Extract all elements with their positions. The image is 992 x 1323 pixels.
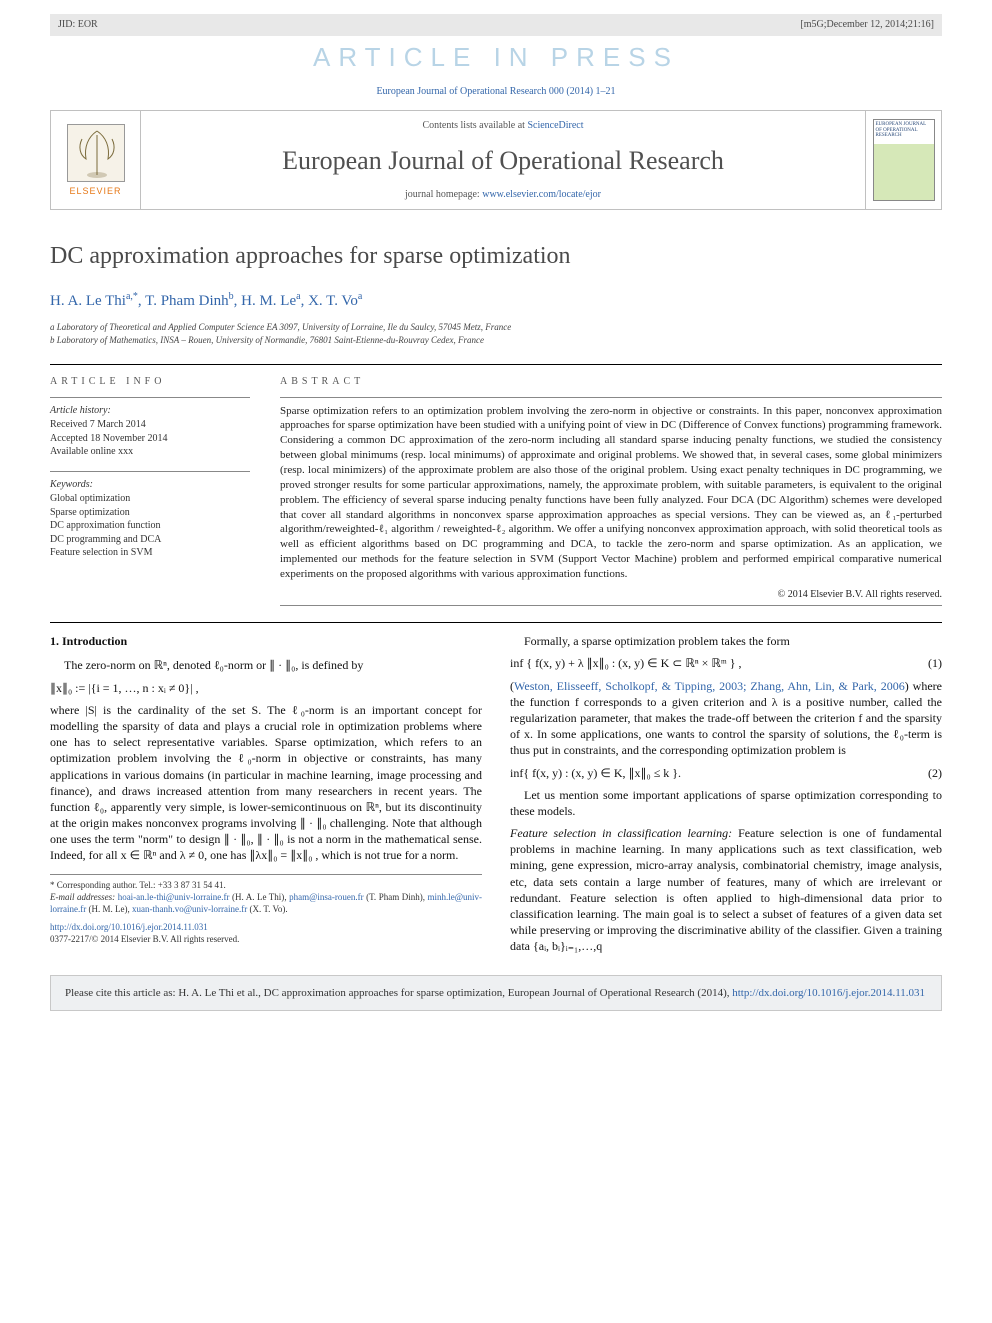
article-in-press-watermark: ARTICLE IN PRESS (50, 40, 942, 75)
info-divider (50, 397, 250, 398)
journal-title: European Journal of Operational Research (151, 143, 855, 178)
email-addresses: E-mail addresses: hoai-an.le-thi@univ-lo… (50, 891, 482, 915)
journal-reference-line: European Journal of Operational Research… (50, 85, 942, 99)
affiliation-a: a Laboratory of Theoretical and Applied … (50, 321, 942, 333)
journal-homepage-line: journal homepage: www.elsevier.com/locat… (151, 188, 855, 202)
journal-cover-caption: EUROPEAN JOURNAL OF OPERATIONAL RESEARCH (873, 119, 935, 201)
history-online: Available online xxx (50, 445, 250, 459)
eq2-body: inf{ f(x, y) : (x, y) ∈ K, ∥x∥₀ ≤ k }. (510, 765, 681, 781)
issn-copyright: 0377-2217/© 2014 Elsevier B.V. All right… (50, 934, 239, 944)
article-info-heading: article info (50, 375, 250, 389)
contents-prefix: Contents lists available at (422, 120, 527, 131)
section-1-heading: 1. Introduction (50, 633, 482, 649)
abstract-copyright: © 2014 Elsevier B.V. All rights reserved… (280, 588, 942, 602)
keyword-4: DC programming and DCA (50, 533, 250, 547)
journal-header-center: Contents lists available at ScienceDirec… (141, 111, 865, 209)
feature-selection-runin: Feature selection in classification lear… (510, 826, 732, 840)
p-after-eq1: (Weston, Elisseeff, Scholkopf, & Tipping… (510, 678, 942, 759)
abstract-divider-bottom (280, 605, 942, 606)
eq2-number: (2) (928, 765, 942, 781)
info-divider-2 (50, 471, 250, 472)
cite-text: Please cite this article as: H. A. Le Th… (65, 987, 732, 999)
keyword-3: DC approximation function (50, 519, 250, 533)
authors-line: H. A. Le Thia,*, T. Pham Dinhb, H. M. Le… (50, 291, 942, 311)
eq-zero-norm-def: ∥x∥₀ := |{i = 1, …, n : xᵢ ≠ 0}| , (50, 680, 482, 696)
doi-link[interactable]: http://dx.doi.org/10.1016/j.ejor.2014.11… (50, 922, 208, 932)
sciencedirect-link[interactable]: ScienceDirect (527, 120, 583, 131)
intro-p1b: where |S| is the cardinality of the set … (50, 702, 482, 864)
article-info-column: article info Article history: Received 7… (50, 375, 250, 606)
elsevier-wordmark: ELSEVIER (69, 185, 121, 197)
elsevier-logo: ELSEVIER (51, 111, 141, 209)
contents-available-line: Contents lists available at ScienceDirec… (151, 119, 855, 133)
history-label: Article history: (50, 404, 250, 418)
journal-header: ELSEVIER Contents lists available at Sci… (50, 110, 942, 210)
email-label: E-mail addresses: (50, 892, 115, 902)
history-accepted: Accepted 18 November 2014 (50, 432, 250, 446)
body-two-column: 1. Introduction The zero-norm on ℝⁿ, den… (50, 633, 942, 954)
email-3-who: (H. M. Le) (88, 904, 127, 914)
footnotes-block: * Corresponding author. Tel.: +33 3 87 3… (50, 874, 482, 946)
journal-cover-thumbnail: EUROPEAN JOURNAL OF OPERATIONAL RESEARCH (865, 111, 941, 209)
keyword-2: Sparse optimization (50, 506, 250, 520)
email-1-who: (H. A. Le Thi) (232, 892, 284, 902)
abstract-heading: abstract (280, 375, 942, 389)
press-id-bar: JID: EOR [m5G;December 12, 2014;21:16] (50, 14, 942, 36)
affiliation-b: b Laboratory of Mathematics, INSA – Roue… (50, 334, 942, 346)
corresponding-author: * Corresponding author. Tel.: +33 3 87 3… (50, 879, 482, 891)
journal-homepage-link[interactable]: www.elsevier.com/locate/ejor (482, 189, 601, 200)
build-stamp: [m5G;December 12, 2014;21:16] (800, 18, 934, 32)
rule-above-abstract (50, 364, 942, 365)
abstract-column: abstract Sparse optimization refers to a… (280, 375, 942, 606)
eq1-body: inf { f(x, y) + λ ∥x∥₀ : (x, y) ∈ K ⊂ ℝⁿ… (510, 655, 742, 671)
abstract-text: Sparse optimization refers to an optimiz… (280, 404, 942, 582)
history-received: Received 7 March 2014 (50, 418, 250, 432)
keyword-1: Global optimization (50, 492, 250, 506)
email-2[interactable]: pham@insa-rouen.fr (289, 892, 364, 902)
please-cite-box: Please cite this article as: H. A. Le Th… (50, 975, 942, 1012)
citation-weston-zhang[interactable]: Weston, Elisseeff, Scholkopf, & Tipping,… (514, 679, 905, 693)
p-applications-intro: Let us mention some important applicatio… (510, 787, 942, 819)
elsevier-tree-icon (67, 124, 125, 182)
homepage-prefix: journal homepage: (405, 189, 482, 200)
doi-block: http://dx.doi.org/10.1016/j.ejor.2014.11… (50, 921, 482, 945)
abstract-divider (280, 397, 942, 398)
eq1-number: (1) (928, 655, 942, 671)
feature-selection-body: Feature selection is one of fundamental … (510, 826, 942, 953)
jid-label: JID: EOR (58, 18, 98, 32)
cite-doi-link[interactable]: http://dx.doi.org/10.1016/j.ejor.2014.11… (732, 987, 925, 999)
keywords-label: Keywords: (50, 478, 250, 492)
affiliations: a Laboratory of Theoretical and Applied … (50, 321, 942, 346)
equation-1: inf { f(x, y) + λ ∥x∥₀ : (x, y) ∈ K ⊂ ℝⁿ… (510, 655, 942, 671)
intro-p1a: The zero-norm on ℝⁿ, denoted ℓ₀-norm or … (50, 657, 482, 673)
email-4-who: (X. T. Vo) (250, 904, 286, 914)
p-formally: Formally, a sparse optimization problem … (510, 633, 942, 649)
keyword-5: Feature selection in SVM (50, 546, 250, 560)
email-4[interactable]: xuan-thanh.vo@univ-lorraine.fr (132, 904, 247, 914)
p-feature-selection: Feature selection in classification lear… (510, 825, 942, 955)
article-title: DC approximation approaches for sparse o… (50, 240, 942, 272)
equation-2: inf{ f(x, y) : (x, y) ∈ K, ∥x∥₀ ≤ k }. (… (510, 765, 942, 781)
rule-below-abstract (50, 622, 942, 623)
email-1[interactable]: hoai-an.le-thi@univ-lorraine.fr (118, 892, 230, 902)
email-2-who: (T. Pham Dinh) (366, 892, 423, 902)
